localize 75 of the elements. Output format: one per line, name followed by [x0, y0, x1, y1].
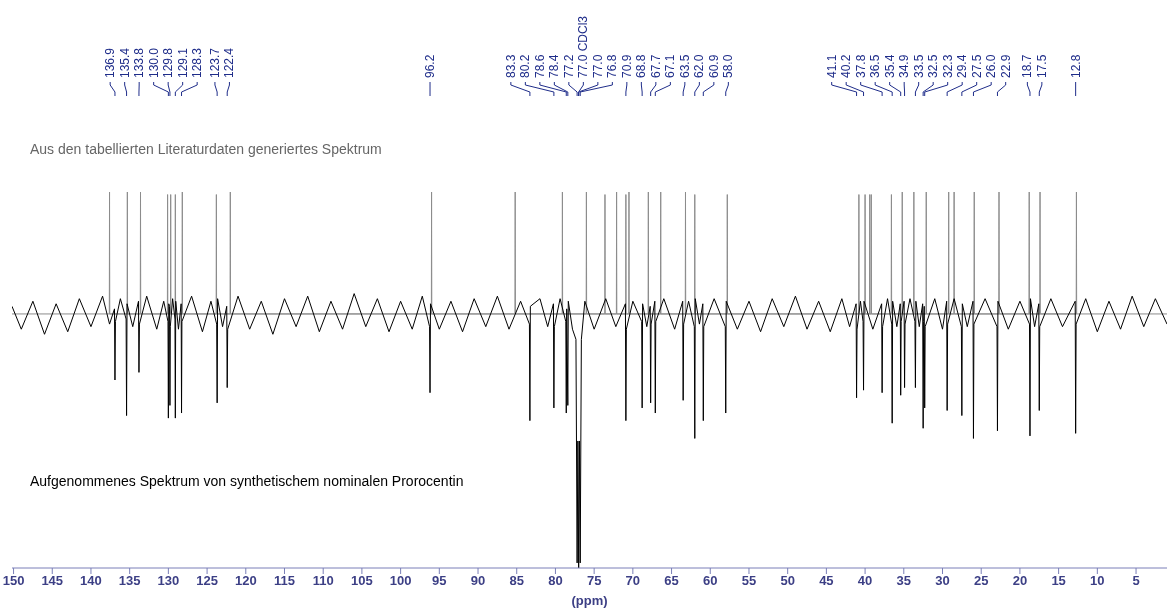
annotation: Aufgenommenes Spektrum von synthetischem nominalen Prorocentin	[30, 473, 464, 489]
annotation: 130.0	[146, 47, 161, 78]
annotation: 78.6	[532, 54, 547, 78]
annotation: 40.2	[839, 54, 854, 78]
annotation: 136.9	[103, 47, 118, 78]
annotation: 32.5	[926, 54, 941, 78]
annotation: 36.5	[868, 54, 883, 78]
x-tick-label: 45	[819, 573, 834, 589]
x-tick-label: 110	[312, 573, 334, 589]
x-tick-label: 150	[2, 573, 25, 589]
annotation: 77.0	[590, 54, 605, 78]
annotation: 68.8	[634, 54, 649, 78]
annotation: 129.1	[175, 47, 190, 78]
annotation: 62.0	[692, 54, 707, 78]
x-axis-title: (ppm)	[571, 593, 608, 608]
annotation: 96.2	[423, 54, 438, 78]
annotation: 63.5	[677, 54, 692, 78]
x-tick-label: 85	[509, 573, 524, 589]
annotation: 83.3	[503, 54, 518, 78]
x-tick-label: 70	[625, 573, 641, 589]
x-tick-label: 90	[470, 573, 486, 589]
x-tick-label: 75	[586, 573, 602, 589]
annotation: 34.9	[897, 54, 912, 78]
annotation: 80.2	[518, 54, 533, 78]
annotation: 123.7	[207, 47, 222, 78]
x-tick-label: 115	[274, 573, 295, 589]
x-tick-label: 55	[741, 573, 757, 589]
x-tick-label: 105	[351, 573, 373, 589]
x-tick-label: 100	[389, 573, 412, 589]
x-tick-label: 140	[80, 573, 102, 589]
x-tick-label: 95	[432, 573, 447, 589]
annotation: 27.5	[969, 54, 984, 78]
text: Aus den tabellierten Literaturdaten generiertes Spektrum	[30, 141, 382, 157]
x-tick-label: 145	[41, 573, 64, 589]
annotation: 135.4	[117, 47, 132, 78]
x-tick-label: 65	[664, 573, 679, 589]
x-tick-label: 25	[973, 573, 989, 589]
annotation: 58.0	[721, 54, 736, 78]
annotation: 77.2	[561, 54, 576, 78]
annotation: 41.1	[824, 54, 839, 78]
x-tick-label: 125	[196, 573, 218, 589]
annotation: 78.4	[547, 54, 562, 78]
x-tick-label: 5	[1132, 573, 1140, 589]
annotation: 17.5	[1034, 54, 1049, 78]
annotation: 18.7	[1020, 54, 1035, 78]
x-tick-label: 80	[548, 573, 563, 589]
annotation: 12.8	[1068, 54, 1083, 78]
x-tick-label: 135	[118, 573, 141, 589]
x-tick-label: 130	[157, 573, 180, 589]
annotation: 128.3	[190, 47, 205, 78]
annotation: 26.0	[984, 54, 999, 78]
annotation: 67.1	[663, 54, 678, 78]
annotation: 32.3	[940, 54, 955, 78]
x-tick-label: 30	[935, 573, 950, 589]
x-tick-label: 40	[857, 573, 873, 589]
annotation: 122.4	[222, 47, 237, 78]
annotation: 29.4	[955, 54, 970, 78]
x-tick-label: 120	[234, 573, 257, 589]
x-tick-label: 10	[1090, 573, 1105, 589]
annotation: 70.9	[619, 54, 634, 78]
annotation: 22.9	[998, 54, 1013, 78]
annotation: 37.8	[853, 54, 868, 78]
annotation: 35.4	[882, 54, 897, 78]
annotation: 60.9	[706, 54, 721, 78]
x-tick-label: 35	[896, 573, 912, 589]
annotation: 67.7	[648, 54, 663, 78]
annotation: 133.8	[132, 47, 147, 78]
x-tick-label: 15	[1051, 573, 1066, 589]
annotation: 33.5	[911, 54, 926, 78]
annotation: 129.8	[161, 47, 176, 78]
annotation: 76.8	[605, 54, 620, 78]
x-tick-label: 60	[703, 573, 718, 589]
annotation: 77.0 CDCl3	[576, 15, 591, 78]
x-tick-label: 50	[780, 573, 795, 589]
x-tick-label: 20	[1012, 573, 1028, 589]
